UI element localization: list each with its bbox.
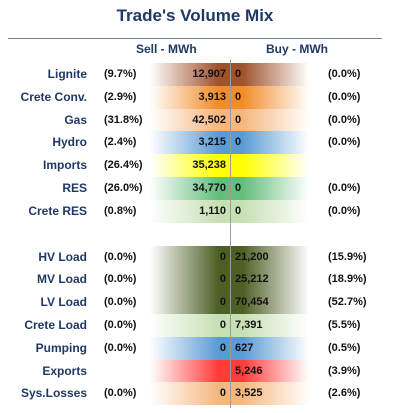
table-row: 34,770 0 RES (26.0%) (0.0%) xyxy=(0,177,416,200)
buy-column-header: Buy - MWh xyxy=(266,42,328,56)
buy-percent: (2.6%) xyxy=(328,387,361,400)
buy-percent: (0.0%) xyxy=(328,90,361,103)
buy-percent: (5.5%) xyxy=(328,319,361,331)
table-row: 0 70,454 LV Load (0.0%) (52.7%) xyxy=(0,291,416,315)
sell-value-cell: 0 xyxy=(150,336,230,360)
sell-value-cell: 0 xyxy=(150,291,230,315)
sell-percent: (26.0%) xyxy=(104,182,143,194)
buy-percent: (0.0%) xyxy=(328,68,361,80)
table-row: 0 3,525 Sys.Losses (0.0%) (2.6%) xyxy=(0,382,416,406)
row-label: Exports xyxy=(42,363,87,378)
sell-value-cell: 0 xyxy=(150,382,230,406)
sell-value-cell: 34,770 xyxy=(150,177,230,200)
buy-value-cell: 0 xyxy=(231,131,309,155)
table-row: 1,110 0 Crete RES (0.8%) (0.0%) xyxy=(0,199,416,223)
buy-percent: (3.9%) xyxy=(328,364,361,377)
buy-value-cell: 25,212 xyxy=(231,268,309,292)
row-label: Crete Load xyxy=(24,318,87,332)
sell-percent: (31.8%) xyxy=(104,113,143,126)
table-row: 35,238 Imports (26.4%) xyxy=(0,154,416,178)
sell-value-cell: 3,913 xyxy=(150,85,230,109)
sell-value-cell: 42,502 xyxy=(150,108,230,132)
sell-value-cell: 0 xyxy=(150,314,230,337)
table-row: 3,215 0 Hydro (2.4%) (0.0%) xyxy=(0,131,416,155)
row-label: Gas xyxy=(64,112,87,127)
sell-value-cell: 0 xyxy=(150,245,230,269)
buy-value-cell: 627 xyxy=(231,336,309,360)
buy-value-cell: 5,246 xyxy=(231,359,309,383)
buy-value-cell: 21,200 xyxy=(231,245,309,269)
sell-percent: (0.0%) xyxy=(104,250,137,263)
sell-value-cell xyxy=(150,359,230,383)
buy-percent: (52.7%) xyxy=(328,296,367,309)
row-label: HV Load xyxy=(38,249,87,264)
sell-value-cell: 1,110 xyxy=(150,199,230,223)
buy-percent: (0.0%) xyxy=(328,182,361,194)
sell-percent: (0.0%) xyxy=(104,341,137,354)
buy-value-cell: 0 xyxy=(231,108,309,132)
sell-percent: (0.0%) xyxy=(104,319,137,331)
row-label: Crete RES xyxy=(28,203,87,218)
table-row: 5,246 Exports (3.9%) xyxy=(0,359,416,383)
sell-percent: (0.8%) xyxy=(104,204,137,217)
table-row: 0 627 Pumping (0.0%) (0.5%) xyxy=(0,336,416,360)
table-row: 0 21,200 HV Load (0.0%) (15.9%) xyxy=(0,245,416,269)
buy-percent: (0.0%) xyxy=(328,136,361,149)
row-label: RES xyxy=(62,181,87,195)
table-row: 42,502 0 Gas (31.8%) (0.0%) xyxy=(0,108,416,132)
table-row: 0 7,391 Crete Load (0.0%) (5.5%) xyxy=(0,314,416,337)
buy-percent: (0.0%) xyxy=(328,204,361,217)
buy-percent: (0.0%) xyxy=(328,113,361,126)
row-label: LV Load xyxy=(40,295,87,310)
buy-value-cell: 0 xyxy=(231,85,309,109)
sell-value-cell: 0 xyxy=(150,268,230,292)
sell-percent: (0.0%) xyxy=(104,273,137,286)
buy-value-cell: 70,454 xyxy=(231,291,309,315)
sell-value-cell: 3,215 xyxy=(150,131,230,155)
sell-percent: (0.0%) xyxy=(104,296,137,309)
table-row: 3,913 0 Crete Conv. (2.9%) (0.0%) xyxy=(0,85,416,109)
buy-value-cell: 7,391 xyxy=(231,314,309,337)
row-label: Pumping xyxy=(35,340,87,355)
sell-column-header: Sell - MWh xyxy=(136,42,197,56)
row-label: Hydro xyxy=(52,135,87,150)
table-row: 12,907 0 Lignite (9.7%) (0.0%) xyxy=(0,63,416,86)
buy-value-cell xyxy=(231,154,309,178)
buy-value-cell: 0 xyxy=(231,199,309,223)
sell-percent: (26.4%) xyxy=(104,159,143,172)
buy-percent: (15.9%) xyxy=(328,250,367,263)
table-row: 0 25,212 MV Load (0.0%) (18.9%) xyxy=(0,268,416,292)
buy-value-cell: 3,525 xyxy=(231,382,309,406)
row-label: Sys.Losses xyxy=(20,386,87,401)
sell-percent: (2.9%) xyxy=(104,90,137,103)
chart-title: Trade's Volume Mix xyxy=(116,6,274,25)
buy-percent: (18.9%) xyxy=(328,273,367,286)
sell-value-cell: 12,907 xyxy=(150,63,230,86)
buy-percent: (0.5%) xyxy=(328,341,361,354)
sell-value-cell: 35,238 xyxy=(150,154,230,178)
title-rule xyxy=(8,38,382,39)
center-divider xyxy=(230,60,231,408)
sell-percent: (2.4%) xyxy=(104,136,137,149)
buy-value-cell: 0 xyxy=(231,177,309,200)
sell-percent: (0.0%) xyxy=(104,387,137,400)
row-label: MV Load xyxy=(37,272,87,287)
sell-percent: (9.7%) xyxy=(104,68,137,80)
row-label: Lignite xyxy=(47,67,87,81)
buy-value-cell: 0 xyxy=(231,63,309,86)
row-label: Imports xyxy=(42,158,87,173)
row-label: Crete Conv. xyxy=(20,89,87,104)
